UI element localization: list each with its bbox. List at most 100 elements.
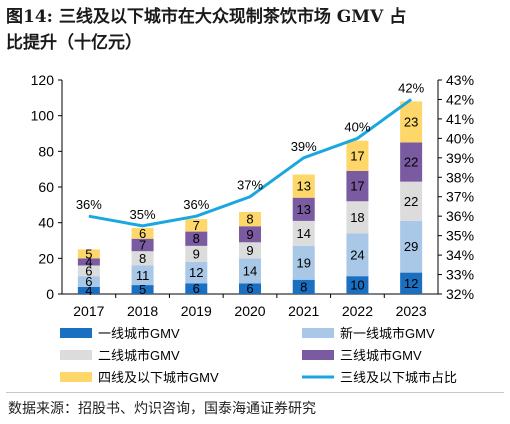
bar-data-label: 12 <box>404 276 418 291</box>
bar-data-label: 17 <box>350 179 364 194</box>
bar-segment <box>77 258 100 266</box>
x-tick-label: 2019 <box>181 303 212 319</box>
bar-data-label: 5 <box>85 246 92 261</box>
x-tick-label: 2018 <box>127 303 158 319</box>
y2-tick-label: 36% <box>446 208 474 224</box>
bar-segment <box>400 272 423 294</box>
chart-title: 图14: 三线及以下城市在大众现制茶饮市场 GMV 占 比提升（十亿元） <box>6 4 506 56</box>
chart-title-line-2: 比提升（十亿元） <box>6 33 142 53</box>
y2-tick-label: 37% <box>446 189 474 205</box>
bar-segment <box>131 228 154 239</box>
bar-segment <box>346 201 369 234</box>
bar-segment <box>292 197 315 221</box>
bar-segment <box>185 231 208 246</box>
bar-data-label: 8 <box>246 212 253 227</box>
bar-data-label: 6 <box>85 263 92 278</box>
bar-segment <box>400 101 423 143</box>
bar-data-label: 22 <box>404 194 418 209</box>
legend-label: 四线及以下城市GMV <box>98 370 219 385</box>
y2-tick-label: 42% <box>446 91 474 107</box>
bar-segment <box>292 174 315 198</box>
y2-tick-label: 39% <box>446 150 474 166</box>
bar-data-label: 24 <box>350 247 364 262</box>
bar-segment <box>292 279 315 294</box>
chart-container: 0 20 40 60 80 100 120 32% 33% 34% 35% 36% 37% 38% 39% 4… <box>0 62 510 392</box>
legend-swatch <box>302 350 334 360</box>
bar-segment <box>131 285 154 294</box>
bar-data-label: 14 <box>243 263 257 278</box>
bar-segment <box>346 140 369 171</box>
bar-data-label: 13 <box>296 202 310 217</box>
line-data-label: 39% <box>291 139 317 154</box>
bar-data-label: 6 <box>246 281 253 296</box>
x-tick-label: 2017 <box>73 303 104 319</box>
x-tick-label: 2020 <box>234 303 265 319</box>
legend-label: 三线及以下城市占比 <box>340 370 457 385</box>
bar-data-label: 4 <box>85 283 92 298</box>
bar-data-label: 23 <box>404 114 418 129</box>
bar-data-label: 5 <box>139 282 146 297</box>
bar-data-label: 8 <box>300 279 307 294</box>
bar-data-label: 17 <box>350 148 364 163</box>
y2-tick-label: 43% <box>446 72 474 88</box>
source-note: 数据来源：招股书、灼识咨询，国泰海通证券研究 <box>8 401 316 417</box>
bar-segment <box>185 261 208 284</box>
y-tick-label: 100 <box>31 108 55 124</box>
y2-tick-label: 40% <box>446 130 474 146</box>
bar-segment <box>292 245 315 280</box>
bar-data-label: 18 <box>350 210 364 225</box>
y2-tick-label: 33% <box>446 267 474 283</box>
stacked-bar-line-chart: 0 20 40 60 80 100 120 32% 33% 34% 35% 36% 37% 38% 39% 4… <box>31 72 474 385</box>
bar-segment <box>131 251 154 266</box>
line-data-label: 37% <box>237 178 263 193</box>
bar-data-label: 9 <box>193 246 200 261</box>
bar-segment <box>400 142 423 182</box>
y-tick-label: 60 <box>38 179 54 195</box>
bar-segment <box>185 245 208 262</box>
bar-segment <box>77 276 100 287</box>
y-tick-label: 80 <box>38 143 54 159</box>
y2-tick-label: 41% <box>446 111 474 127</box>
y2-tick-label: 38% <box>446 169 474 185</box>
legend-label: 新一线城市GMV <box>340 326 435 341</box>
legend-label: 二线城市GMV <box>98 348 180 363</box>
bar-data-label: 10 <box>350 278 364 293</box>
bar-data-label: 13 <box>296 179 310 194</box>
bar-data-label: 6 <box>85 274 92 289</box>
source-divider <box>6 392 504 393</box>
bar-data-label: 9 <box>246 243 253 258</box>
line-data-label: 40% <box>344 119 370 134</box>
bar-data-label: 12 <box>189 265 203 280</box>
legend-swatch <box>302 328 334 338</box>
y-tick-label: 0 <box>46 286 54 302</box>
bar-segment <box>400 220 423 273</box>
x-tick-label: 2021 <box>288 303 319 319</box>
bar-data-label: 14 <box>296 226 310 241</box>
bar-segment <box>346 233 369 277</box>
bar-data-label: 6 <box>139 226 146 241</box>
line-series-share <box>88 98 413 228</box>
bar-segment <box>239 242 261 259</box>
bar-data-label: 22 <box>404 155 418 170</box>
legend-swatch <box>60 372 92 382</box>
bar-segment <box>292 220 315 246</box>
y2-tick-label: 32% <box>446 286 474 302</box>
bar-segment <box>346 276 369 294</box>
bar-data-label: 19 <box>296 255 310 270</box>
line-data-label: 42% <box>398 80 424 95</box>
bar-segment <box>131 265 154 286</box>
line-data-label: 36% <box>183 197 209 212</box>
x-tick-label: 2023 <box>396 303 427 319</box>
y2-tick-label: 35% <box>446 228 474 244</box>
y2-tick-label: 34% <box>446 247 474 263</box>
line-data-label: 35% <box>130 207 156 222</box>
y-tick-label: 40 <box>38 215 54 231</box>
bar-segment <box>239 226 261 243</box>
bar-segment <box>400 181 423 221</box>
bar-data-label: 8 <box>193 231 200 246</box>
bar-data-label: 7 <box>139 237 146 252</box>
line-data-label: 36% <box>76 197 102 212</box>
x-tick-label: 2022 <box>342 303 373 319</box>
y-tick-label: 20 <box>38 250 54 266</box>
bar-segment <box>239 283 261 294</box>
